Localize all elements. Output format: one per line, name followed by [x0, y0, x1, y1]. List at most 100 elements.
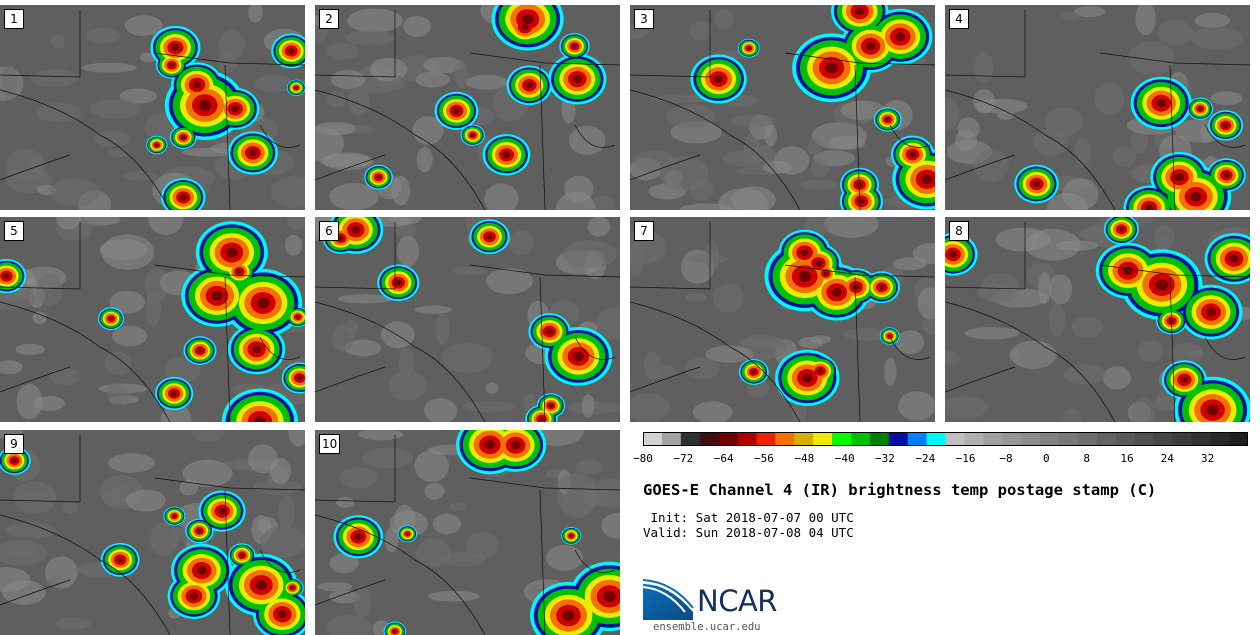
colorbar: [643, 431, 1249, 446]
boundary-line: [259, 336, 301, 360]
colorbar-tick-label: −24: [915, 452, 936, 465]
cloud-patch: [102, 488, 121, 507]
cloud-patch: [13, 481, 57, 514]
cloud-patch: [414, 305, 453, 314]
postage-stamp-panel: 2: [315, 5, 620, 210]
storm-cell: [548, 403, 554, 408]
boundary-line: [315, 301, 486, 422]
cloud-patch: [339, 467, 378, 489]
cloud-patch: [545, 545, 584, 571]
storm-cell: [248, 149, 257, 157]
storm-cell: [1155, 279, 1169, 291]
cloud-patch: [330, 70, 365, 90]
boundary-line: [630, 301, 801, 422]
cloud-patch: [454, 60, 469, 89]
storm-cell: [179, 194, 187, 201]
cloud-patch: [689, 21, 713, 41]
postage-stamp-panel: 1: [0, 5, 305, 210]
colorbar-swatch: [718, 432, 739, 446]
cloud-patch: [254, 74, 295, 93]
boundary-line: [0, 579, 71, 606]
cloud-patch: [1073, 6, 1105, 18]
cloud-patch: [840, 100, 886, 121]
storm-cell: [895, 32, 906, 42]
storm-cell: [1198, 106, 1203, 111]
ir-satellite-map: [0, 217, 305, 422]
cloud-patch: [51, 34, 65, 49]
cloud-patch: [403, 15, 431, 37]
cloud-patch: [465, 74, 509, 90]
cloud-patch: [973, 52, 994, 84]
cloud-patch: [2, 64, 17, 100]
storm-cell: [470, 133, 475, 137]
colorbar-swatch: [850, 432, 871, 446]
postage-stamp-panel: 6: [315, 217, 620, 422]
cloud-patch: [462, 401, 516, 412]
storm-cell: [351, 226, 361, 234]
storm-cell: [878, 284, 885, 290]
cloud-patch: [581, 394, 595, 418]
storm-cell: [3, 273, 10, 279]
cloud-patch: [288, 430, 305, 447]
panel-number: 7: [634, 221, 654, 241]
storm-cell: [949, 251, 957, 258]
boundary-line: [315, 579, 386, 606]
cloud-patch: [424, 483, 445, 500]
cloud-patch: [144, 267, 168, 303]
cloud-patch: [336, 497, 355, 508]
colorbar-tick-label: −40: [834, 452, 855, 465]
cloud-patch: [917, 287, 935, 320]
cloud-patch: [35, 102, 82, 123]
cloud-patch: [1063, 364, 1107, 385]
boundary-line: [945, 301, 1116, 422]
cloud-patch: [884, 357, 897, 386]
cloud-patch: [49, 367, 81, 385]
boundary-line: [1204, 336, 1246, 360]
postage-stamp-panel: 8: [945, 217, 1250, 422]
storm-cell: [196, 566, 207, 575]
panel-number: 6: [319, 221, 339, 241]
storm-cell: [1156, 99, 1167, 108]
cloud-patch: [270, 176, 305, 208]
cloud-patch: [269, 458, 292, 484]
cloud-patch: [326, 615, 372, 635]
ir-satellite-map: [630, 5, 935, 210]
cloud-patch: [0, 567, 31, 592]
colorbar-swatch: [1115, 432, 1136, 446]
cloud-patch: [107, 148, 131, 158]
colorbar-swatch: [680, 432, 701, 446]
postage-stamp-panel: 9: [0, 430, 305, 635]
cloud-patch: [1063, 408, 1082, 422]
storm-cell: [1229, 254, 1239, 263]
storm-cell: [572, 44, 577, 49]
colorbar-swatch: [643, 432, 663, 446]
colorbar-tick-label: 0: [1042, 452, 1050, 465]
cloud-patch: [353, 586, 372, 618]
boundary-line: [1204, 124, 1246, 148]
storm-cell: [852, 283, 860, 290]
colorbar-swatch: [907, 432, 928, 446]
ir-satellite-map: [945, 5, 1250, 210]
cloud-patch: [248, 5, 263, 23]
boundary-line: [0, 514, 171, 635]
colorbar-swatch: [832, 432, 852, 446]
boundary-line: [574, 336, 616, 360]
boundary-line: [0, 301, 171, 422]
boundary-line: [154, 477, 305, 491]
ir-satellite-map: [0, 430, 305, 635]
cloud-patch: [689, 178, 714, 202]
cloud-patch: [317, 582, 352, 592]
storm-cell: [751, 369, 757, 374]
storm-cell: [218, 507, 226, 515]
cloud-patch: [441, 342, 493, 374]
plot-title: GOES-E Channel 4 (IR) brightness temp po…: [643, 481, 1157, 499]
cloud-patch: [1049, 274, 1073, 305]
cloud-patch: [995, 227, 1051, 252]
boundary-line: [0, 366, 71, 393]
boundary-line: [574, 549, 616, 573]
colorbar-swatch: [964, 432, 984, 446]
storm-cell: [603, 590, 616, 602]
cloud-patch: [1157, 19, 1194, 46]
storm-cell: [171, 44, 180, 52]
postage-stamp-panel: 7: [630, 217, 935, 422]
